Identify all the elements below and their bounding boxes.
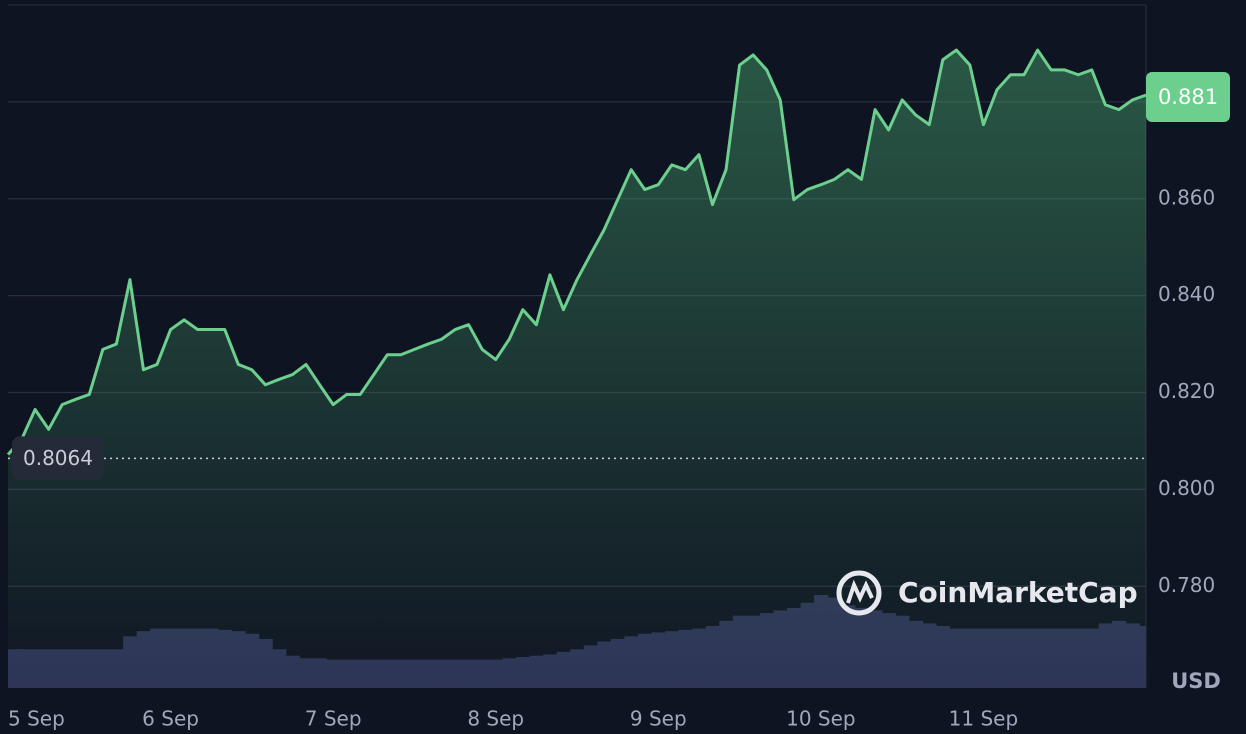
watermark-logo-mark — [846, 579, 874, 604]
x-tick-label: 10 Sep — [786, 707, 856, 731]
x-tick-label: 9 Sep — [630, 707, 687, 731]
current-price-label: 0.881 — [1158, 85, 1218, 109]
x-tick-label: 5 Sep — [8, 707, 65, 731]
y-tick-label: 0.780 — [1158, 573, 1215, 597]
y-tick-label: 0.860 — [1158, 185, 1215, 209]
x-tick-label: 8 Sep — [467, 707, 524, 731]
y-tick-label: 0.840 — [1158, 282, 1215, 306]
current-price-badge — [1146, 72, 1230, 123]
plot — [6, 48, 1147, 688]
price-area — [8, 50, 1146, 688]
x-tick-label: 7 Sep — [305, 707, 362, 731]
watermark-logo — [836, 570, 882, 616]
watermark: CoinMarketCap — [836, 570, 1138, 616]
currency-label: USD — [1171, 669, 1221, 693]
x-tick-label: 6 Sep — [142, 707, 199, 731]
price-line — [6, 48, 1147, 456]
reference-badge — [12, 436, 104, 481]
y-tick-label: 0.820 — [1158, 379, 1215, 403]
x-tick-label: 11 Sep — [949, 707, 1019, 731]
reference-label: 0.8064 — [23, 446, 93, 470]
watermark-text: CoinMarketCap — [898, 576, 1138, 609]
y-tick-label: 0.800 — [1158, 476, 1215, 500]
